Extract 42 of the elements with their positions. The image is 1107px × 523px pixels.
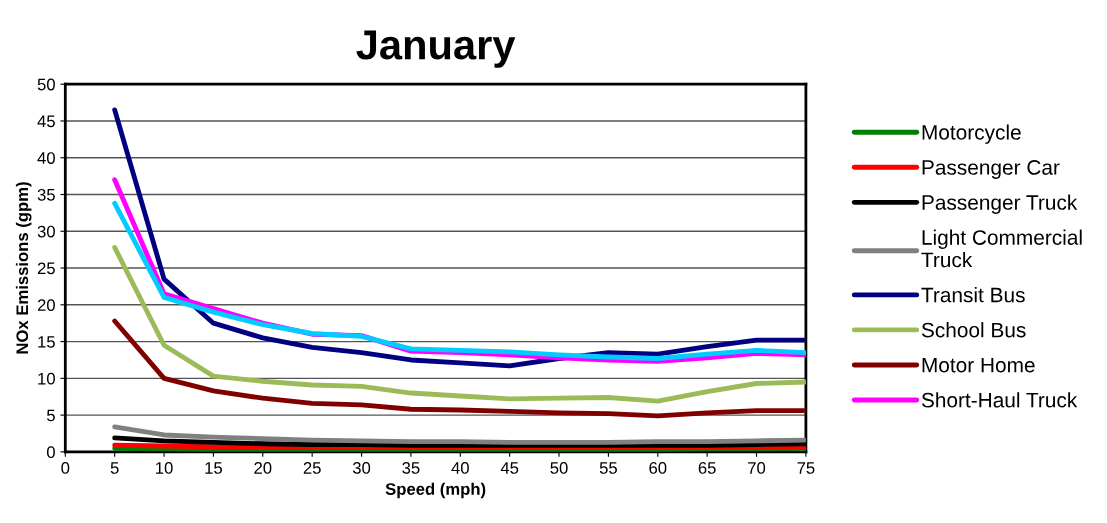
x-tick-label: 35 (402, 462, 420, 474)
x-tick-label: 15 (205, 462, 222, 474)
y-tick-label: 25 (37, 262, 55, 275)
x-tick-label: 20 (254, 462, 272, 474)
y-tick-label: 10 (38, 372, 55, 385)
x-tick-label: 65 (698, 462, 716, 474)
x-tick-label: 50 (550, 462, 568, 474)
y-tick-label: 5 (46, 409, 55, 422)
legend-label: School Bus (921, 322, 1026, 338)
legend-label: Motorcycle (922, 124, 1021, 144)
y-tick-label: 0 (46, 446, 55, 459)
x-tick-label: 5 (110, 462, 119, 474)
y-tick-label: 45 (37, 115, 55, 128)
y-tick-label: 40 (37, 152, 55, 164)
y-tick-label: 50 (37, 78, 55, 91)
y-tick-label: 20 (37, 299, 55, 312)
x-tick-label: 25 (303, 462, 321, 474)
legend-label: Passenger Car (922, 160, 1060, 179)
line-series (112, 424, 806, 445)
x-tick-label: 40 (451, 462, 469, 474)
y-axis-title: NOx Emissions (gpm) (15, 182, 32, 354)
legend-label: Passenger Truck (922, 194, 1078, 214)
legend-label: Motor Home (922, 357, 1035, 373)
x-tick-label: 55 (599, 462, 617, 474)
legend-label: Transit Bus (921, 287, 1025, 303)
y-tick-label: 15 (38, 336, 55, 348)
x-tick-label: 75 (797, 462, 815, 474)
chart-title: January (356, 30, 516, 68)
x-tick-label: 45 (500, 462, 519, 474)
line-series (112, 318, 806, 419)
y-tick-label: 30 (37, 225, 55, 238)
x-axis-title: Speed (mph) (385, 482, 486, 499)
x-tick-label: 10 (156, 462, 173, 474)
line-series (112, 107, 806, 369)
y-tick-label: 35 (37, 188, 55, 201)
x-tick-label: 0 (61, 462, 70, 474)
x-tick-label: 70 (748, 462, 766, 474)
legend-label: Short-Haul Truck (921, 392, 1078, 408)
x-tick-label: 30 (352, 462, 371, 474)
x-tick-label: 60 (649, 462, 667, 474)
line-series (112, 245, 806, 404)
legend-label: Light Commercial Truck (921, 229, 1082, 268)
